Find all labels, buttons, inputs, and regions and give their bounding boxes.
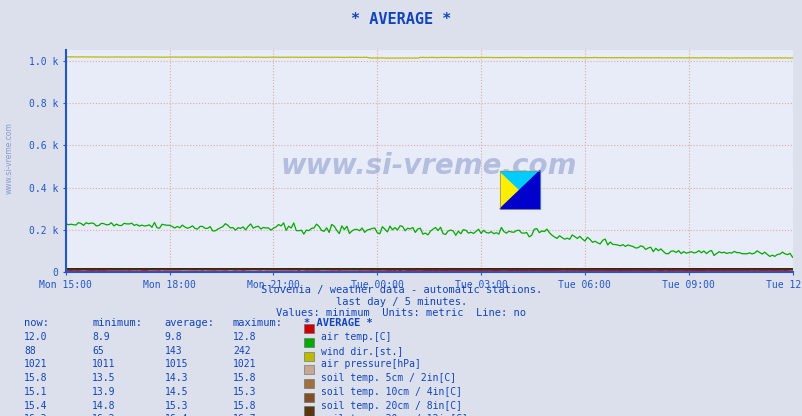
Text: soil temp. 30cm / 12in[C]: soil temp. 30cm / 12in[C]: [321, 414, 468, 416]
Text: last day / 5 minutes.: last day / 5 minutes.: [335, 297, 467, 307]
Text: wind dir.[st.]: wind dir.[st.]: [321, 346, 403, 356]
Text: 242: 242: [233, 346, 250, 356]
Text: average:: average:: [164, 318, 214, 328]
Text: 14.3: 14.3: [164, 373, 188, 383]
Polygon shape: [500, 171, 540, 209]
Text: air temp.[C]: air temp.[C]: [321, 332, 391, 342]
Text: 65: 65: [92, 346, 104, 356]
Text: 13.5: 13.5: [92, 373, 115, 383]
Text: 15.8: 15.8: [233, 373, 256, 383]
Text: 9.8: 9.8: [164, 332, 182, 342]
Text: * AVERAGE *: * AVERAGE *: [351, 12, 451, 27]
Polygon shape: [500, 171, 540, 209]
Text: 15.8: 15.8: [233, 401, 256, 411]
Text: 8.9: 8.9: [92, 332, 110, 342]
Text: 16.3: 16.3: [24, 414, 47, 416]
Text: www.si-vreme.com: www.si-vreme.com: [5, 122, 14, 194]
Text: www.si-vreme.com: www.si-vreme.com: [281, 152, 577, 180]
Text: 15.3: 15.3: [164, 401, 188, 411]
Text: 1021: 1021: [233, 359, 256, 369]
Text: soil temp. 5cm / 2in[C]: soil temp. 5cm / 2in[C]: [321, 373, 456, 383]
Text: soil temp. 10cm / 4in[C]: soil temp. 10cm / 4in[C]: [321, 387, 462, 397]
Text: 15.3: 15.3: [233, 387, 256, 397]
Text: 12.8: 12.8: [233, 332, 256, 342]
Text: 88: 88: [24, 346, 36, 356]
Bar: [500, 171, 540, 209]
Text: 1015: 1015: [164, 359, 188, 369]
Text: soil temp. 20cm / 8in[C]: soil temp. 20cm / 8in[C]: [321, 401, 462, 411]
Text: now:: now:: [24, 318, 49, 328]
Text: air pressure[hPa]: air pressure[hPa]: [321, 359, 420, 369]
Text: * AVERAGE *: * AVERAGE *: [303, 318, 372, 328]
Text: Values: minimum  Units: metric  Line: no: Values: minimum Units: metric Line: no: [276, 308, 526, 318]
Text: 14.8: 14.8: [92, 401, 115, 411]
Text: 12.0: 12.0: [24, 332, 47, 342]
Text: Slovenia / weather data - automatic stations.: Slovenia / weather data - automatic stat…: [261, 285, 541, 295]
Text: 14.5: 14.5: [164, 387, 188, 397]
Text: 15.8: 15.8: [24, 373, 47, 383]
Polygon shape: [500, 171, 540, 209]
Text: 1021: 1021: [24, 359, 47, 369]
Text: 143: 143: [164, 346, 182, 356]
Text: 1011: 1011: [92, 359, 115, 369]
Text: 15.1: 15.1: [24, 387, 47, 397]
Text: maximum:: maximum:: [233, 318, 282, 328]
Text: 16.4: 16.4: [164, 414, 188, 416]
Text: 16.2: 16.2: [92, 414, 115, 416]
Text: 13.9: 13.9: [92, 387, 115, 397]
Text: 15.4: 15.4: [24, 401, 47, 411]
Text: minimum:: minimum:: [92, 318, 142, 328]
Text: 16.7: 16.7: [233, 414, 256, 416]
